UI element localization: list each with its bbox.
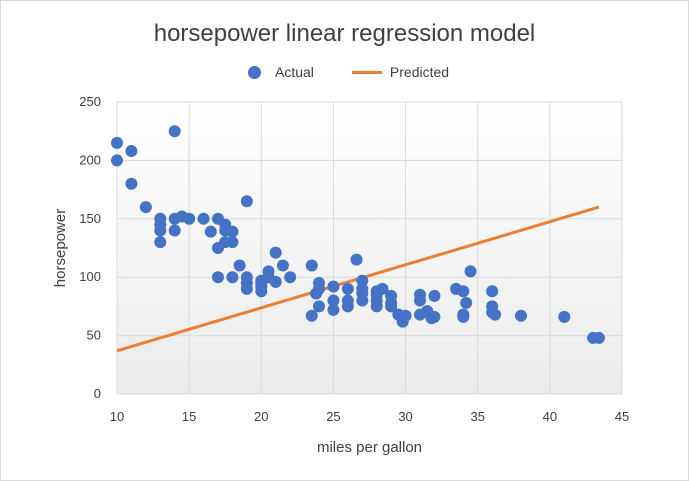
gridlines	[116, 101, 623, 395]
actual-point	[592, 331, 605, 344]
legend-item-actual: Actual	[248, 64, 314, 80]
actual-point	[240, 195, 253, 208]
legend-label-predicted: Predicted	[389, 64, 450, 80]
actual-point	[428, 310, 441, 323]
actual-point	[489, 308, 502, 321]
y-tick-label: 150	[79, 211, 101, 226]
x-axis-title: miles per gallon	[317, 439, 422, 456]
actual-point	[226, 236, 239, 249]
chart-title: horsepower linear regression model	[153, 20, 536, 47]
y-tick-label: 200	[79, 152, 101, 167]
actual-point	[457, 285, 470, 298]
legend-item-predicted: Predicted	[351, 64, 450, 80]
actual-point	[341, 300, 354, 313]
actual-point	[305, 309, 318, 322]
actual-point	[486, 285, 499, 298]
actual-point	[168, 224, 181, 237]
actual-point	[111, 136, 123, 149]
y-tick-labels: 0 50 100 150 200 250	[79, 94, 101, 401]
actual-point	[385, 300, 398, 313]
x-tick-label: 45	[615, 409, 629, 424]
x-tick-label: 35	[470, 409, 484, 424]
actual-point	[154, 224, 167, 237]
actual-point	[464, 265, 477, 278]
actual-point	[305, 259, 318, 272]
legend-marker-predicted	[351, 70, 382, 74]
actual-series	[111, 125, 605, 344]
actual-point	[327, 280, 340, 293]
x-tick-label: 30	[398, 409, 412, 424]
actual-point	[327, 294, 340, 307]
actual-point	[428, 289, 441, 302]
actual-point	[240, 282, 253, 295]
actual-point	[168, 125, 181, 138]
actual-point	[313, 300, 325, 313]
chart-legend: Actual Predicted	[248, 62, 487, 82]
actual-point	[204, 225, 217, 238]
actual-point	[233, 259, 246, 272]
y-tick-label: 100	[79, 269, 101, 284]
x-tick-label: 25	[326, 409, 340, 424]
plot-background	[117, 102, 622, 394]
actual-point	[269, 246, 282, 259]
legend-label-actual: Actual	[275, 64, 314, 80]
actual-point	[111, 154, 123, 167]
actual-point	[125, 145, 138, 158]
actual-point	[226, 225, 239, 238]
actual-point	[457, 310, 470, 323]
actual-point	[139, 201, 152, 214]
y-tick-label: 250	[79, 94, 101, 109]
actual-point	[183, 212, 196, 225]
actual-point	[125, 177, 138, 190]
actual-point	[350, 253, 363, 266]
x-tick-label: 15	[182, 409, 196, 424]
actual-point	[313, 282, 325, 295]
actual-point	[558, 310, 571, 323]
x-tick-label: 20	[254, 409, 268, 424]
actual-point	[414, 294, 426, 307]
x-tick-label: 10	[110, 409, 124, 424]
actual-point	[284, 271, 297, 284]
actual-point	[212, 271, 224, 284]
actual-point	[327, 303, 340, 316]
actual-point	[341, 282, 354, 295]
actual-point	[255, 285, 268, 298]
x-tick-labels: 10 15 20 25 30 35 40 45	[110, 409, 629, 424]
y-axis-title: horsepower	[52, 209, 69, 287]
actual-point	[460, 296, 473, 309]
y-tick-label: 50	[87, 328, 101, 343]
actual-point	[154, 236, 167, 249]
y-tick-label: 0	[94, 386, 101, 401]
actual-point	[376, 282, 389, 295]
actual-point	[226, 271, 239, 284]
actual-point	[269, 275, 282, 288]
actual-point	[370, 300, 383, 313]
actual-point	[356, 294, 369, 307]
x-tick-label: 40	[543, 409, 557, 424]
legend-marker-actual	[248, 65, 261, 79]
actual-point	[276, 259, 289, 272]
actual-point	[515, 309, 527, 322]
actual-point	[399, 309, 412, 322]
actual-point	[197, 212, 210, 225]
